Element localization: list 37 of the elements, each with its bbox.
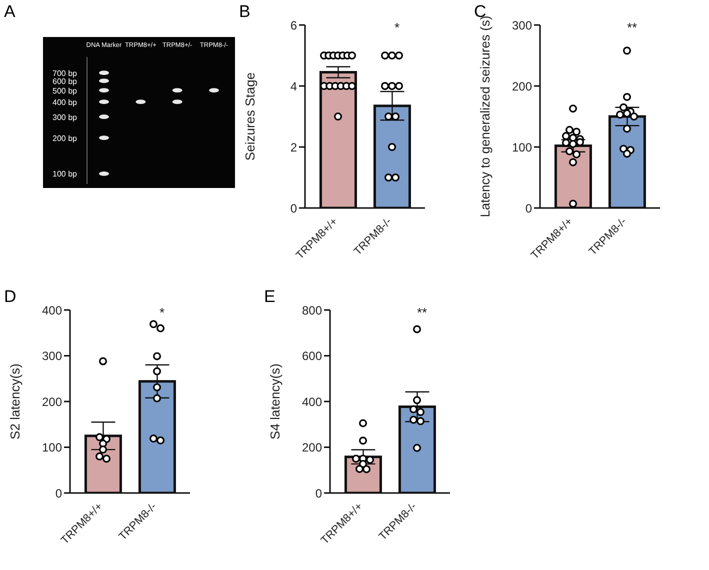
y-tick-label: 700 bp — [52, 68, 78, 78]
y-axis-title: S4 latency(s) — [268, 364, 283, 440]
y-tick-label: 300 — [512, 18, 532, 32]
y-tick-label: 300 bp — [52, 112, 78, 122]
y-tick-label: 0 — [290, 201, 298, 216]
y-tick-label: 400 bp — [52, 98, 78, 107]
y-axis-title: Seizures Stage — [242, 72, 258, 161]
y-tick-label: 100 — [512, 140, 532, 154]
y-tick-label: 200 — [42, 394, 62, 409]
y-tick-label: 600 — [302, 349, 322, 364]
annotation: ** — [626, 20, 638, 35]
y-tick-label: 0 — [525, 201, 532, 216]
y-tick-label: 100 — [42, 440, 62, 455]
annotation: * — [158, 305, 166, 320]
y-tick-label: 200 — [512, 79, 532, 94]
chart-title: B — [239, 2, 250, 22]
annotation: ** — [416, 305, 428, 320]
y-tick-label: 600 bp — [52, 76, 78, 86]
y-tick-label: 400 — [42, 303, 62, 318]
y-tick-label: 500 bp — [52, 86, 78, 96]
y-tick-label: 2 — [290, 140, 298, 154]
y-tick-label: 200 — [302, 440, 322, 455]
y-tick-label: 300 — [42, 349, 62, 364]
annotation: * — [393, 20, 401, 35]
chart-title: E — [264, 287, 276, 307]
y-tick-label: 400 — [302, 394, 322, 409]
chart-title: D — [4, 287, 16, 307]
y-tick-label: 0 — [55, 486, 62, 500]
y-tick-label: 4 — [290, 79, 298, 94]
y-tick-label: 100 bp — [52, 170, 78, 179]
y-tick-label: 0 — [315, 486, 322, 500]
y-tick-label: 200 bp — [52, 134, 78, 143]
y-tick-label: 6 — [290, 18, 298, 32]
y-axis-title: Latency to generalized seizures (s) — [478, 16, 493, 218]
chart-title: A — [4, 2, 16, 22]
y-axis-title: S2 latency(s) — [8, 364, 23, 440]
y-tick-label: 800 — [302, 303, 322, 318]
